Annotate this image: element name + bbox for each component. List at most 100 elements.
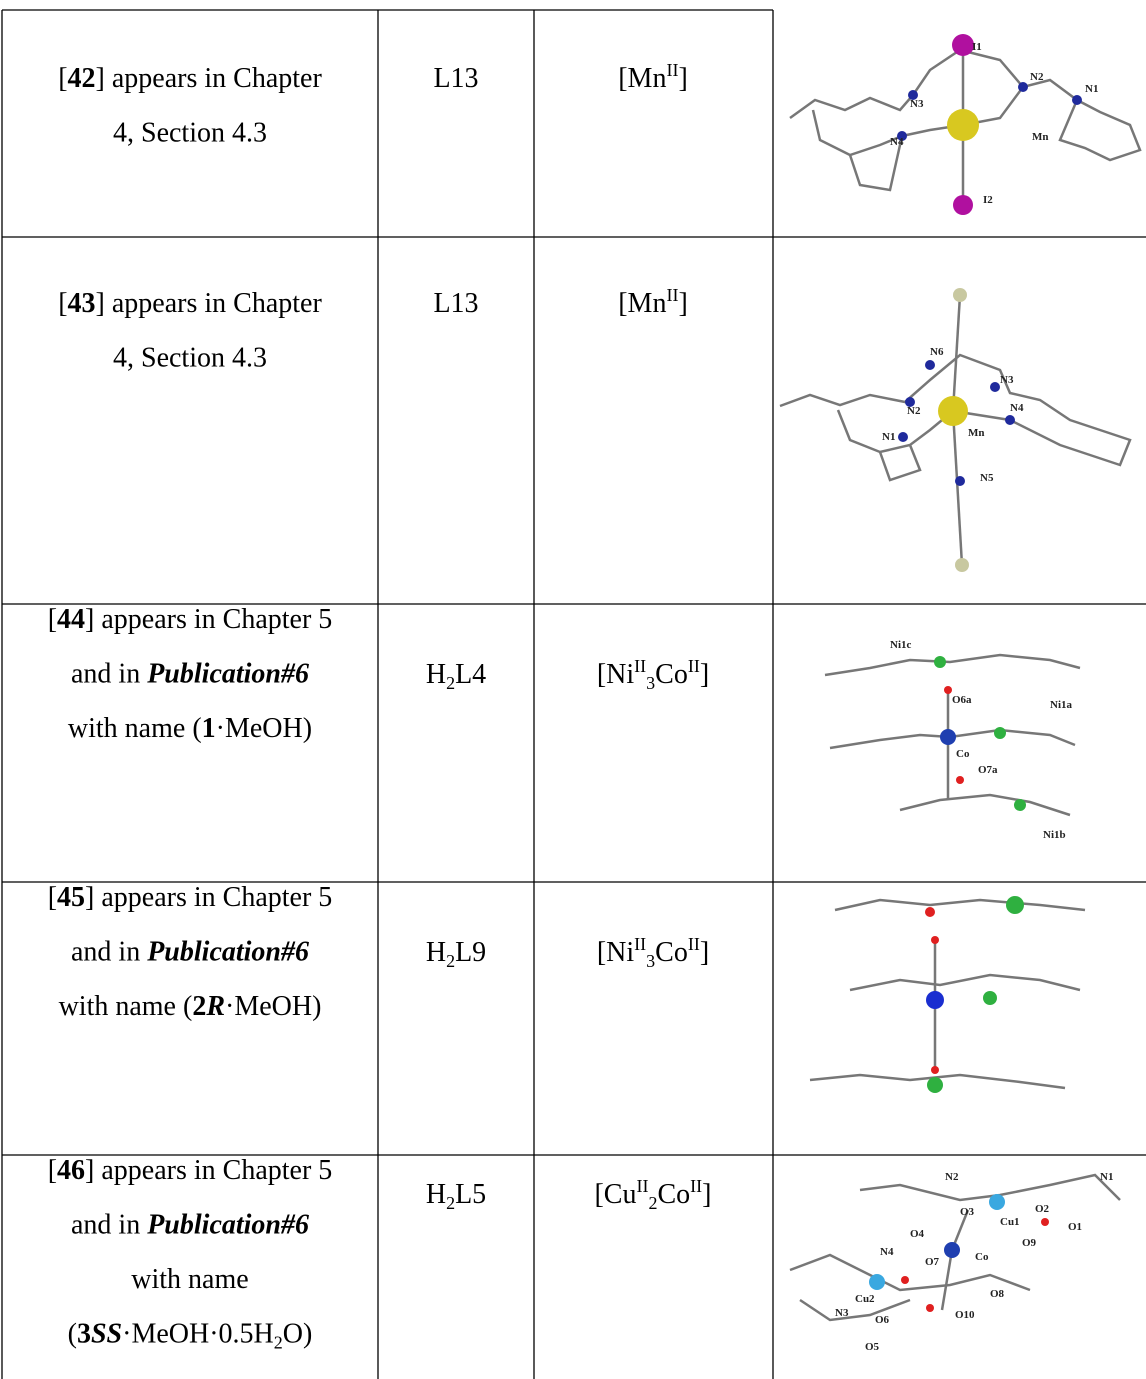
text-run: L4 (455, 659, 486, 690)
compound-cell: 4, Section 4.3 (113, 118, 267, 149)
text-run: 2 (446, 951, 455, 971)
document: [42] appears in Chapter4, Section 4.3L13… (0, 0, 1146, 1379)
atom-label: Cu2 (855, 1293, 875, 1305)
ligand-cell: H2L5 (426, 1179, 486, 1213)
text-run: ·MeOH) (216, 713, 312, 744)
compound-cell: and in Publication#6 (71, 659, 309, 690)
atom-label: O10 (955, 1309, 975, 1321)
text-run: H (426, 937, 446, 968)
text-run: II (666, 285, 678, 305)
text-run: 2 (446, 1193, 455, 1213)
atom-label: Mn (1032, 131, 1049, 143)
text-run: SS (91, 1319, 122, 1350)
atom-label: O5 (865, 1341, 880, 1353)
text-run: and in (71, 1210, 147, 1241)
text-run: II (634, 656, 646, 676)
text-run: ( (68, 1319, 77, 1350)
text-run: and in (71, 937, 147, 968)
text-run: Co (655, 937, 688, 968)
text-run: ] (700, 659, 709, 690)
text-run: ] (678, 63, 687, 94)
compound-cell: [43] appears in Chapter (58, 288, 322, 319)
text-run: ] appears in Chapter 5 (85, 882, 332, 913)
compound-cell: and in Publication#6 (71, 937, 309, 968)
text-run: [ (48, 604, 57, 635)
atom-label: Cu1 (1000, 1216, 1020, 1228)
text-run: Publication#6 (146, 937, 309, 968)
text-run: and in (71, 659, 147, 690)
text-run: Co (657, 1179, 690, 1210)
ligand-cell: L13 (433, 288, 478, 319)
text-run: 43 (68, 288, 96, 319)
atom-label: N2 (907, 405, 921, 417)
atom-label: I2 (983, 194, 993, 206)
text-run: II (690, 1176, 702, 1196)
text-run: ·MeOH) (225, 991, 321, 1022)
atom-label: Ni1a (1050, 699, 1073, 711)
text-run: II (666, 60, 678, 80)
text-run: with name (131, 1264, 248, 1295)
text-run: 2 (192, 991, 206, 1022)
atom-label: N3 (1000, 374, 1014, 386)
text-run: Co (655, 659, 688, 690)
text-run: with name ( (68, 713, 202, 744)
atom-label: O9 (1022, 1237, 1037, 1249)
atom-label: N5 (980, 472, 994, 484)
text-run: 42 (68, 63, 96, 94)
compound-cell: [46] appears in Chapter 5 (48, 1155, 333, 1186)
compound-cell: with name (2R·MeOH) (59, 991, 322, 1022)
text-run: II (636, 1176, 648, 1196)
atom-label: O2 (1035, 1203, 1050, 1215)
text-run: H (426, 1179, 446, 1210)
ligand-cell: L13 (433, 63, 478, 94)
text-run: ] appears in Chapter 5 (85, 1155, 332, 1186)
atom-label: N1 (1085, 83, 1098, 95)
text-run: 46 (57, 1155, 85, 1186)
compound-cell: with name (1·MeOH) (68, 713, 312, 744)
complex-cell: [NiII3CoII] (597, 656, 709, 693)
molecule-figure (780, 34, 1140, 1320)
atom-label: Ni1c (890, 639, 912, 651)
text-run: [Ni (597, 659, 635, 690)
atom-label: O4 (910, 1228, 925, 1240)
atom-label: O6 (875, 1314, 890, 1326)
text-run: 45 (57, 882, 85, 913)
text-run: 2 (648, 1193, 657, 1213)
text-run: [ (58, 63, 67, 94)
atom-label: I1 (972, 41, 982, 53)
compound-cell: and in Publication#6 (71, 1210, 309, 1241)
text-run: ] (700, 937, 709, 968)
atom-label: O8 (990, 1288, 1005, 1300)
compound-cell: 4, Section 4.3 (113, 343, 267, 374)
text-run: 4, Section 4.3 (113, 118, 267, 149)
text-run: Publication#6 (146, 659, 309, 690)
atom-label: N6 (930, 346, 944, 358)
compound-cell: [44] appears in Chapter 5 (48, 604, 333, 635)
atom-label: Mn (968, 427, 985, 439)
text-run: O) (283, 1319, 313, 1350)
atom-label: N3 (910, 98, 924, 110)
text-run: [ (48, 882, 57, 913)
text-run: ] appears in Chapter (96, 63, 323, 94)
text-run: ] appears in Chapter 5 (85, 604, 332, 635)
text-run: 3 (646, 951, 655, 971)
compound-cell: [45] appears in Chapter 5 (48, 882, 333, 913)
atom-label: O7a (978, 764, 998, 776)
ligand-cell: H2L9 (426, 937, 486, 971)
atom-label: N1 (882, 431, 895, 443)
complex-cell: [MnII] (618, 285, 688, 319)
atom-label: Co (956, 748, 970, 760)
text-run: ·MeOH·0.5H (122, 1319, 274, 1350)
text-run: L5 (455, 1179, 486, 1210)
text-run: [Ni (597, 937, 635, 968)
text-run: [ (48, 1155, 57, 1186)
text-run: ] appears in Chapter (96, 288, 323, 319)
text-run: 44 (57, 604, 85, 635)
atom-label: N4 (880, 1246, 894, 1258)
text-run: [Cu (594, 1179, 636, 1210)
text-run: 3 (646, 673, 655, 693)
compound-cell: with name (131, 1264, 248, 1295)
atom-label: O7 (925, 1256, 940, 1268)
text-run: [Mn (618, 288, 666, 319)
atom-label: N4 (890, 136, 904, 148)
